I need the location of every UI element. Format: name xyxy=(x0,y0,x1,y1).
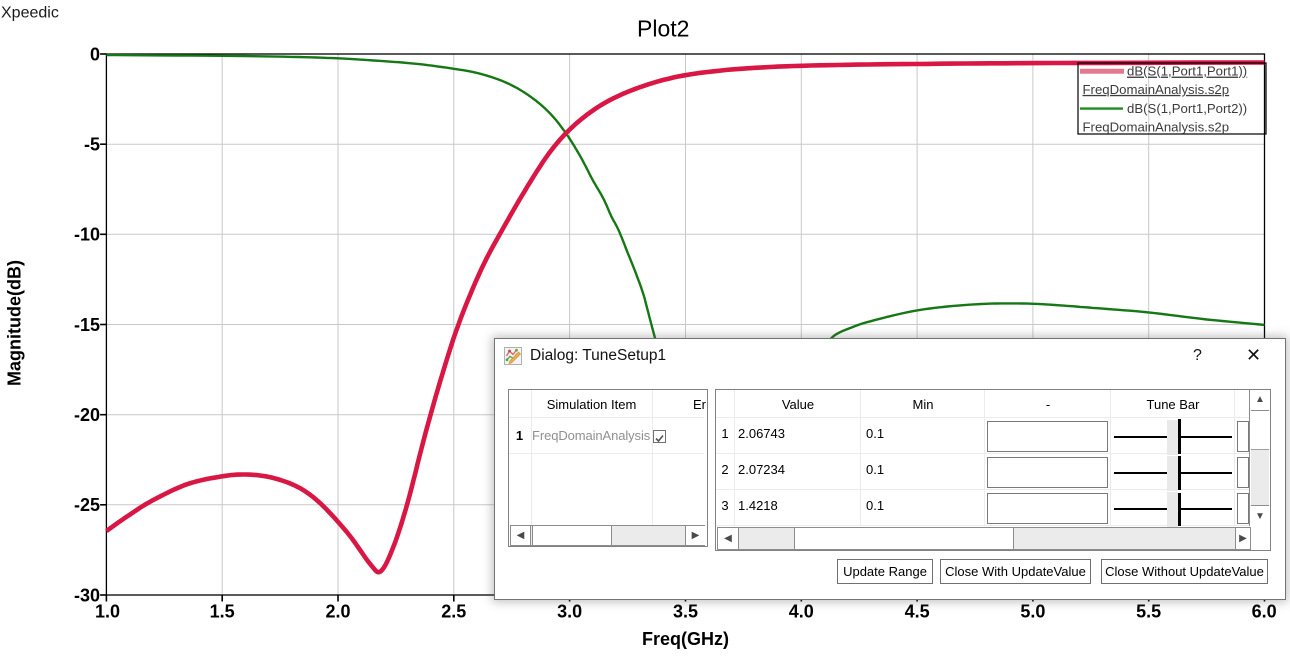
svg-text:1.0: 1.0 xyxy=(95,602,120,622)
svg-text:-10: -10 xyxy=(74,225,100,245)
svg-text:-15: -15 xyxy=(74,315,100,335)
svg-text:5.0: 5.0 xyxy=(1020,602,1045,622)
svg-text:-5: -5 xyxy=(84,135,100,155)
svg-text:6.0: 6.0 xyxy=(1252,602,1277,622)
svg-text:0: 0 xyxy=(90,44,100,64)
svg-text:FreqDomainAnalysis.s2p: FreqDomainAnalysis.s2p xyxy=(1083,82,1230,97)
svg-text:Freq(GHz): Freq(GHz) xyxy=(642,629,729,649)
svg-text:Magnitude(dB): Magnitude(dB) xyxy=(5,260,25,386)
svg-text:3.5: 3.5 xyxy=(673,602,698,622)
svg-text:4.0: 4.0 xyxy=(789,602,814,622)
svg-text:FreqDomainAnalysis.s2p: FreqDomainAnalysis.s2p xyxy=(1083,119,1230,134)
svg-text:-20: -20 xyxy=(74,405,100,425)
svg-text:dB(S(1,Port1,Port1)): dB(S(1,Port1,Port1)) xyxy=(1127,64,1247,79)
svg-text:dB(S(1,Port1,Port2)): dB(S(1,Port1,Port2)) xyxy=(1127,101,1247,116)
svg-text:2.5: 2.5 xyxy=(441,602,466,622)
svg-text:-25: -25 xyxy=(74,495,100,515)
svg-text:3.0: 3.0 xyxy=(557,602,582,622)
svg-text:Xpeedic: Xpeedic xyxy=(1,5,59,22)
svg-text:4.5: 4.5 xyxy=(905,602,930,622)
svg-text:-30: -30 xyxy=(74,585,100,605)
svg-text:5.5: 5.5 xyxy=(1136,602,1161,622)
svg-text:Plot2: Plot2 xyxy=(637,16,689,42)
svg-text:2.0: 2.0 xyxy=(325,602,350,622)
svg-text:1.5: 1.5 xyxy=(210,602,235,622)
